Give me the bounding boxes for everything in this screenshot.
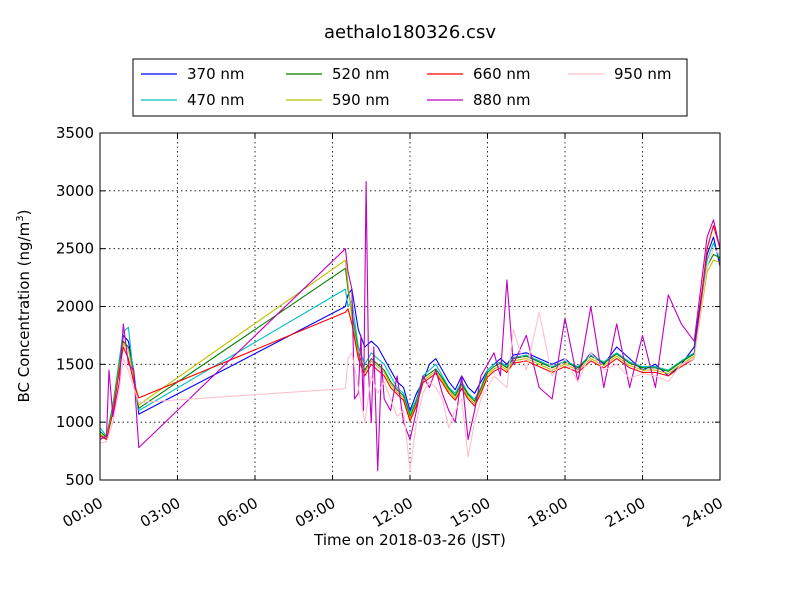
y-tick-label-2: 1500 [56, 355, 94, 373]
x-tick-label-4: 12:00 [370, 494, 416, 531]
legend: 370 nm 470 nm 520 nm 590 nm 660 nm 880 nm 950 … [132, 58, 688, 117]
x-tick-label-6: 18:00 [525, 494, 571, 531]
series-line-5 [99, 181, 721, 472]
x-tick-label-7: 21:00 [602, 494, 648, 531]
x-axis-label: Time on 2018-03-26 (JST) [313, 531, 506, 549]
legend-label-0: 370 nm [187, 65, 245, 83]
grid [100, 133, 720, 480]
y-tick-label-3: 2000 [56, 298, 94, 316]
legend-box [132, 58, 688, 117]
series-line-1 [99, 242, 721, 437]
series-line-6 [99, 248, 721, 472]
y-tick-label-5: 3000 [56, 182, 94, 200]
series-line-4 [99, 224, 721, 441]
axis-ticks: 00:00 03:00 06:00 09:00 12:00 15:00 18:00 21:00… [56, 124, 726, 531]
series-line-0 [99, 236, 721, 441]
legend-label-6: 950 nm [614, 65, 672, 83]
x-tick-label-5: 15:00 [447, 494, 493, 531]
legend-label-5: 880 nm [473, 91, 531, 109]
x-tick-label-0: 00:00 [60, 494, 106, 531]
legend-label-1: 470 nm [187, 91, 245, 109]
chart-title: aethalo180326.csv [324, 22, 496, 43]
series-line-2 [99, 253, 721, 438]
y-axis-label: BC Concentration (ng/m3) [15, 210, 33, 403]
legend-label-3: 590 nm [332, 91, 390, 109]
y-tick-label-0: 500 [65, 471, 94, 489]
x-tick-label-3: 09:00 [292, 494, 338, 531]
series-line-3 [99, 259, 721, 439]
legend-label-4: 660 nm [473, 65, 531, 83]
x-tick-label-2: 06:00 [215, 494, 261, 531]
series-lines [99, 181, 721, 472]
y-tick-label-6: 3500 [56, 124, 94, 142]
y-tick-label-1: 1000 [56, 413, 94, 431]
x-tick-label-8: 24:00 [680, 494, 726, 531]
y-tick-label-4: 2500 [56, 240, 94, 258]
x-tick-label-1: 03:00 [137, 494, 183, 531]
legend-label-2: 520 nm [332, 65, 390, 83]
